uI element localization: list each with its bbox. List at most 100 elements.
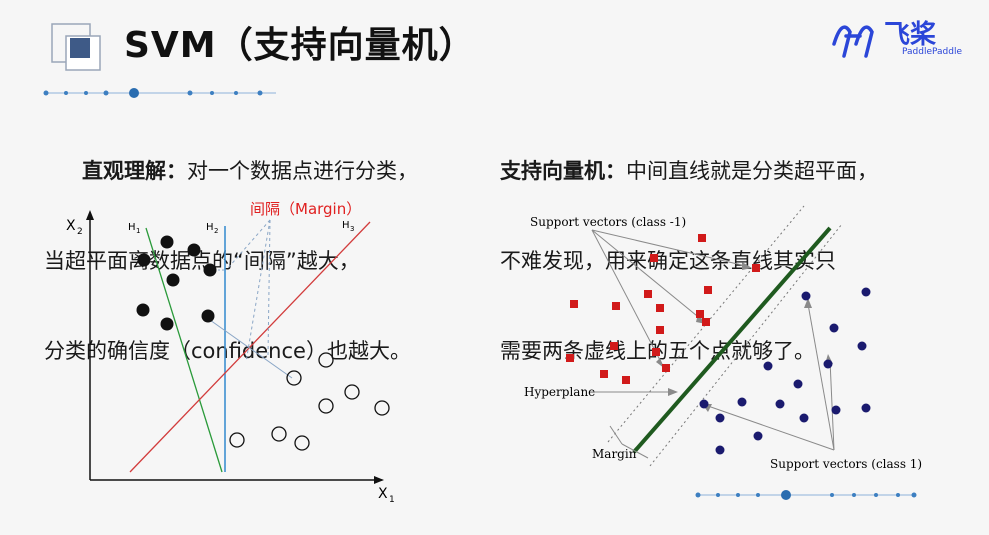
class-neg-points <box>566 234 760 384</box>
class-pos-points <box>699 287 871 455</box>
margin-label-right: Margin <box>592 447 637 461</box>
left-line-3: 分类的确信度（confidence）也越大。 <box>44 339 411 363</box>
sq-12 <box>610 342 618 350</box>
y-axis-arrow-icon <box>86 210 94 220</box>
h1-label-sub: 1 <box>136 227 140 235</box>
margin-pointer-2 <box>245 219 271 363</box>
dot-10 <box>775 399 785 409</box>
point-a-7 <box>160 317 174 331</box>
dot-1 <box>801 291 811 301</box>
right-heading: 支持向量机： <box>500 159 626 183</box>
point-b-5 <box>374 400 390 416</box>
sq-5 <box>644 290 652 298</box>
sq-14 <box>566 354 574 362</box>
dot-6 <box>823 359 833 369</box>
dot-12 <box>861 403 871 413</box>
sv-class-neg-label: Support vectors (class -1) <box>530 215 686 229</box>
x-axis-label: X <box>378 486 388 502</box>
dot-2 <box>861 287 871 297</box>
svm-diagram: Support vectors (class -1) Hyperplane Ma… <box>524 205 922 471</box>
arrowhead-1-icon <box>742 262 752 270</box>
title-decoration-line <box>43 88 276 98</box>
class-a-points <box>136 235 217 331</box>
dot-5 <box>763 361 773 371</box>
pointer-arrows <box>590 229 835 459</box>
h3-label: H <box>342 220 350 231</box>
line-h3 <box>129 221 371 473</box>
right-line-2: 不难发现，用来确定这条直线其实只 <box>500 249 836 273</box>
brand-name: 飞桨 <box>884 20 937 50</box>
arrowhead-4-icon <box>668 388 678 396</box>
point-b-7 <box>271 426 287 442</box>
class-b-points <box>229 352 390 451</box>
footer-decoration-line <box>695 490 917 500</box>
sq-17 <box>622 376 630 384</box>
sq-8 <box>656 304 664 312</box>
point-a-6 <box>136 303 150 317</box>
sv-class-pos-label: Support vectors (class 1) <box>770 457 922 471</box>
y-axis-label: X <box>66 218 76 234</box>
margin-label: 间隔（Margin） <box>250 200 361 218</box>
margin-line-lower <box>649 223 843 467</box>
line-h1 <box>145 227 223 473</box>
dot-9 <box>737 397 747 407</box>
point-b-4 <box>318 398 334 414</box>
point-a-2 <box>160 235 174 249</box>
point-a-8 <box>201 309 215 323</box>
point-a-1 <box>137 253 151 267</box>
point-a-4 <box>166 273 180 287</box>
point-b-6 <box>229 432 245 448</box>
dot-4 <box>857 341 867 351</box>
h2-label: H <box>206 222 214 233</box>
left-line-1: 对一个数据点进行分类， <box>187 159 418 183</box>
arrow-heads <box>656 262 833 412</box>
title-squares-icon <box>51 23 101 71</box>
margin-pointer-1 <box>227 219 271 269</box>
sq-16 <box>600 370 608 378</box>
sq-11 <box>656 326 664 334</box>
dot-8 <box>699 399 709 409</box>
sq-10 <box>702 318 710 326</box>
margin-segment-2 <box>209 319 293 379</box>
point-b-2 <box>286 370 302 386</box>
sq-13 <box>652 348 660 356</box>
dot-7 <box>793 379 803 389</box>
x-axis-label-sub: 1 <box>389 495 395 505</box>
dot-15 <box>753 431 763 441</box>
brand-name-en: PaddlePaddle <box>902 47 963 57</box>
h2-label-sub: 2 <box>214 227 218 235</box>
dot-14 <box>799 413 809 423</box>
sq-3 <box>752 264 760 272</box>
sq-4 <box>704 286 712 294</box>
left-line-2: 当超平面离数据点的“间隔”越大， <box>44 249 360 273</box>
margin-line-upper <box>607 205 805 443</box>
sq-9 <box>696 310 704 318</box>
sq-2 <box>650 254 658 262</box>
hyperplane-label: Hyperplane <box>524 385 595 399</box>
dot-13 <box>715 413 725 423</box>
h3-label-sub: 3 <box>350 225 354 233</box>
margin-pointer-3 <box>267 219 271 357</box>
right-line-1: 中间直线就是分类超平面， <box>626 159 878 183</box>
sq-1 <box>698 234 706 242</box>
sq-15 <box>662 364 670 372</box>
h1-label: H <box>128 222 136 233</box>
arrowhead-6-icon <box>804 298 812 308</box>
sq-7 <box>612 302 620 310</box>
dot-11 <box>831 405 841 415</box>
paddlepaddle-logo-icon <box>832 25 874 58</box>
point-b-8 <box>294 435 310 451</box>
margin-diagram: X 2 X 1 H 1 H 2 H 3 间隔（Margin） <box>66 200 395 505</box>
left-paragraph: 直观理解：对一个数据点进行分类， 当超平面离数据点的“间隔”越大， 分类的确信度… <box>44 96 418 426</box>
hyperplane-line <box>632 226 832 454</box>
right-paragraph: 支持向量机：中间直线就是分类超平面， 不难发现，用来确定这条直线其实只 需要两条… <box>500 96 878 426</box>
sq-6 <box>570 300 578 308</box>
point-a-3 <box>187 243 201 257</box>
point-b-1 <box>318 352 334 368</box>
dot-16 <box>715 445 725 455</box>
left-heading: 直观理解： <box>82 159 187 183</box>
point-a-5 <box>203 263 217 277</box>
x-axis-arrow-icon <box>374 476 384 484</box>
point-b-3 <box>344 384 360 400</box>
